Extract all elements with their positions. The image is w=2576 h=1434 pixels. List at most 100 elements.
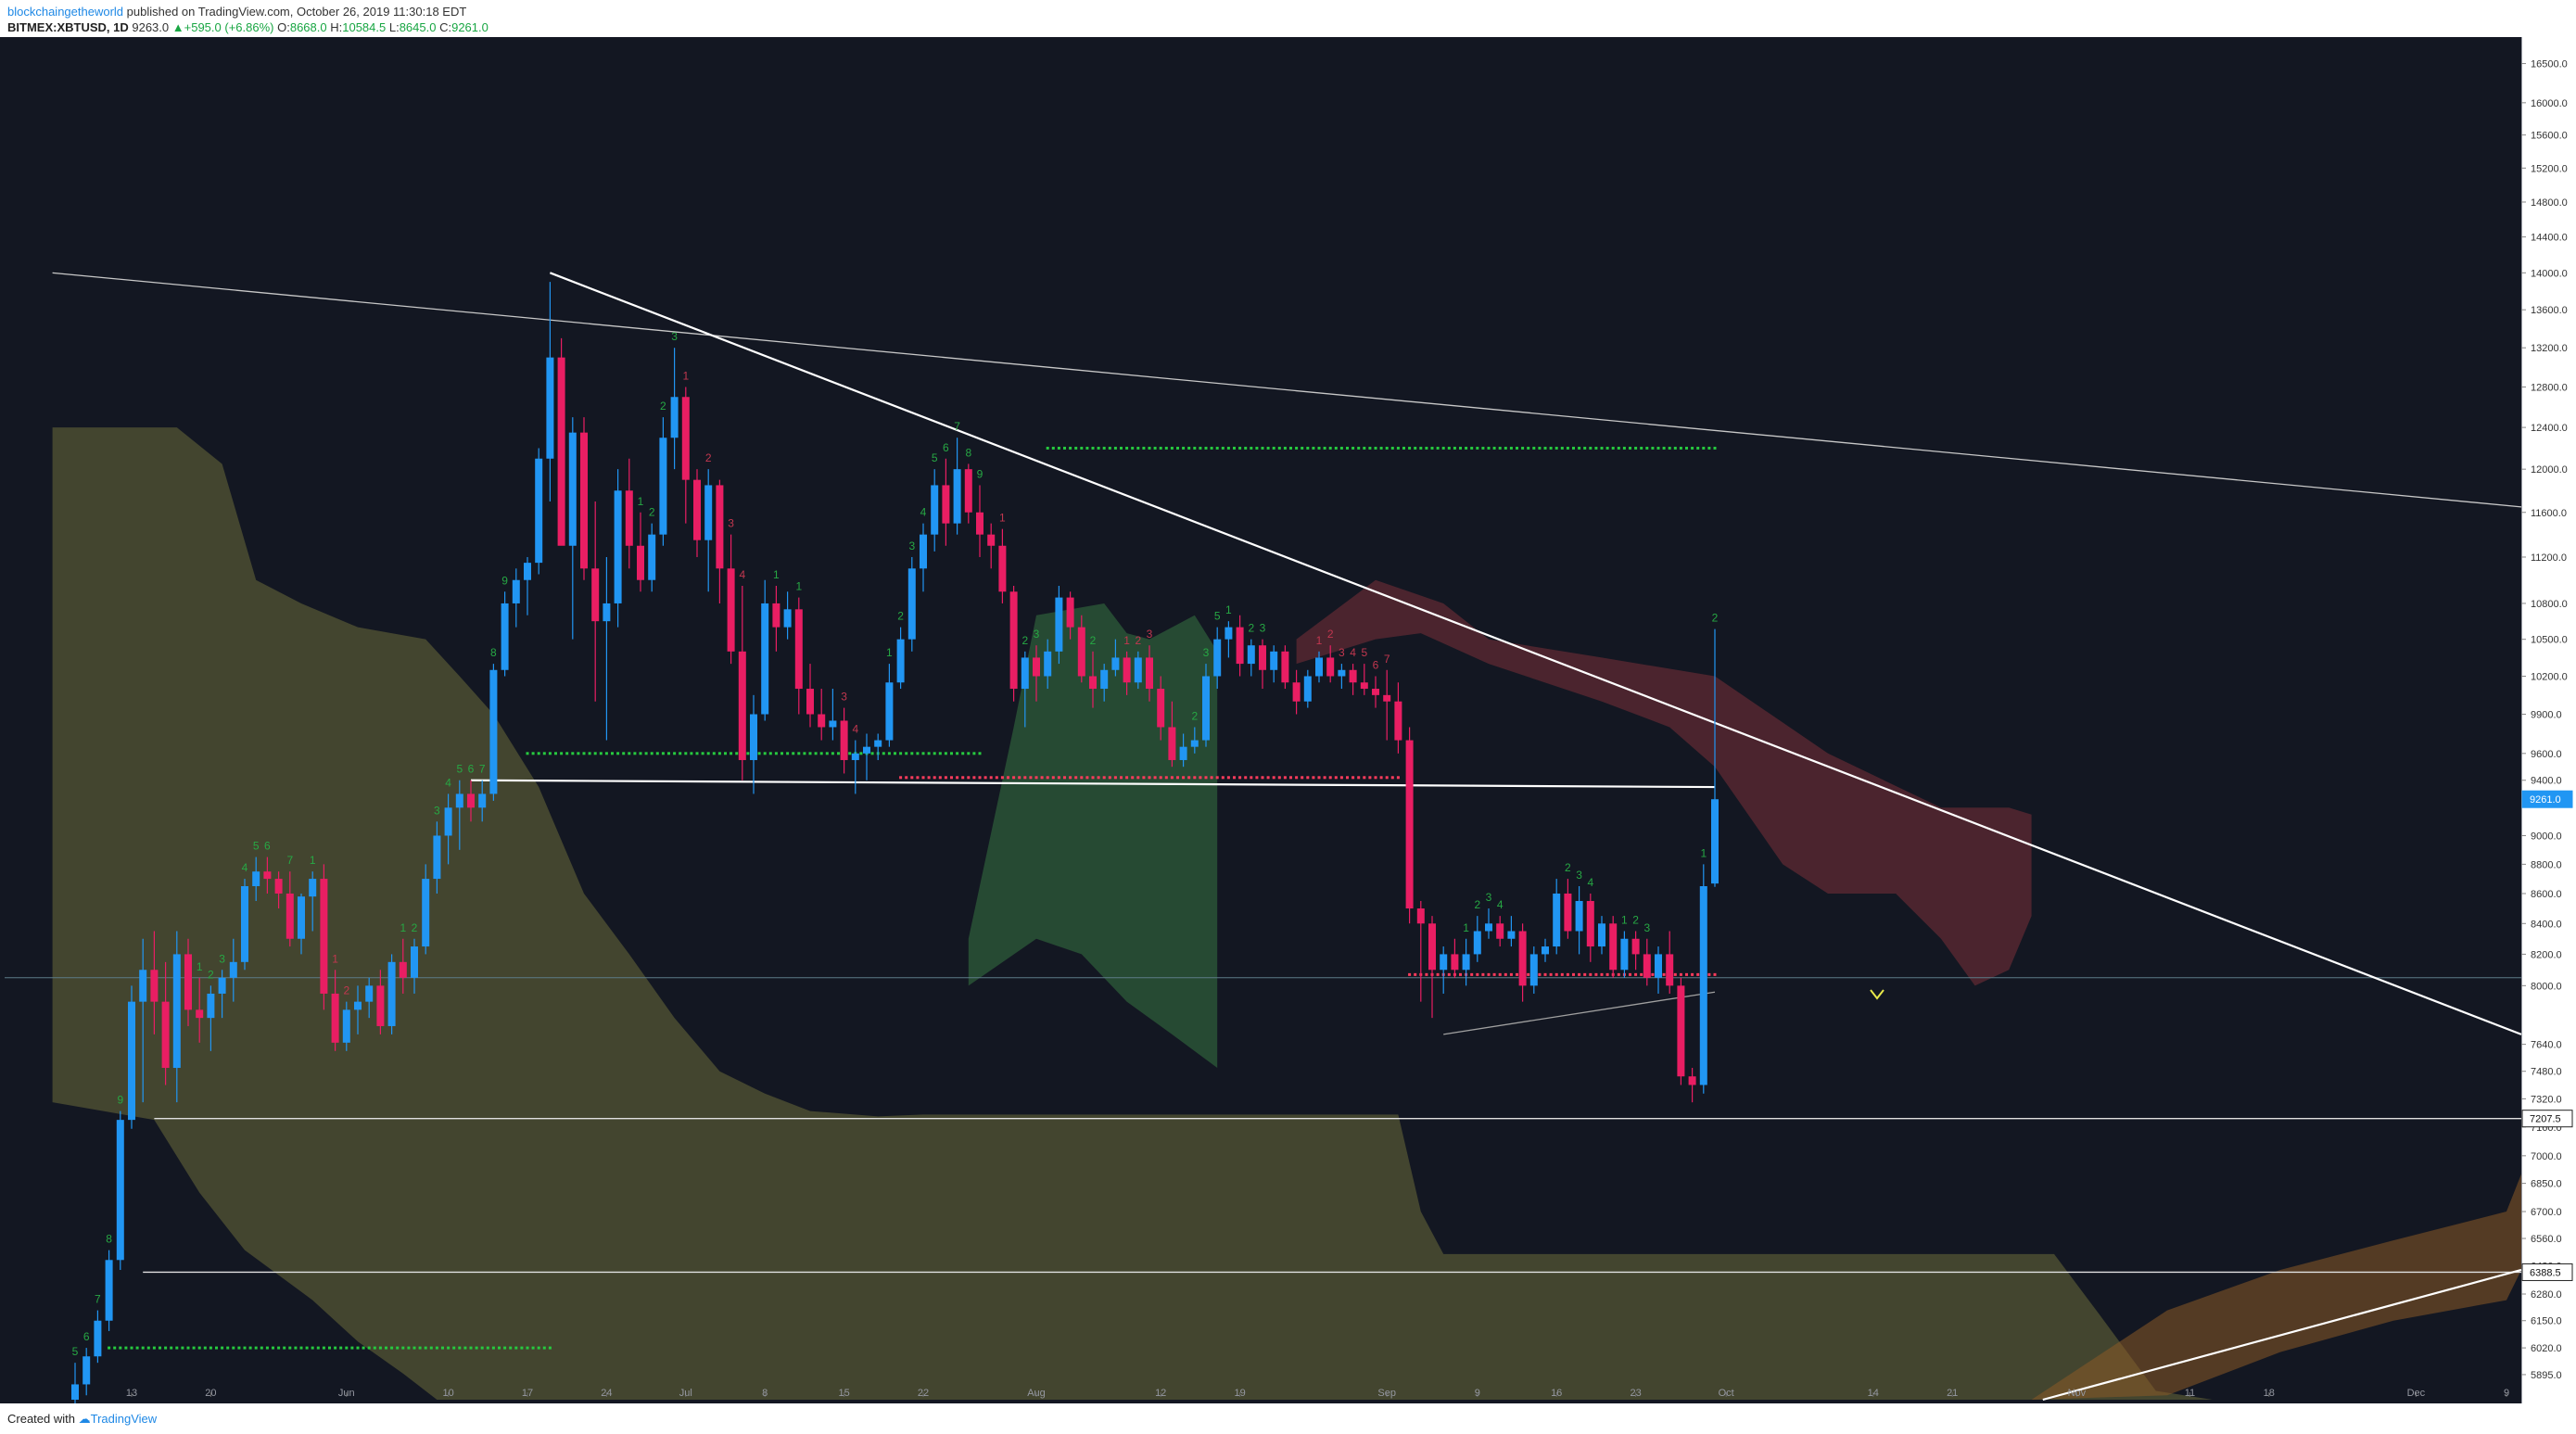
td-count-label: 3: [1643, 921, 1650, 934]
level-dot: [1283, 776, 1287, 780]
level-dot: [299, 1346, 303, 1350]
candlesticks[interactable]: [71, 282, 1719, 1403]
level-dot: [808, 752, 812, 755]
level-dot: [1289, 776, 1292, 780]
td-count-label: 6: [264, 840, 271, 853]
level-dot: [1465, 446, 1468, 450]
level-dot: [679, 752, 682, 755]
level-dot: [1430, 446, 1434, 450]
candle-body: [727, 568, 735, 652]
td-count-label: 5: [72, 1345, 79, 1358]
td-count-label: 9: [117, 1094, 123, 1107]
candle-body: [229, 961, 237, 978]
x-tick-label: 21: [1947, 1388, 1958, 1399]
tradingview-brand[interactable]: TradingView: [90, 1412, 158, 1426]
level-dot: [1057, 776, 1060, 780]
level-dot: [1453, 446, 1456, 450]
level-dot: [418, 1346, 422, 1350]
level-dot: [113, 1346, 117, 1350]
level-dot: [1080, 776, 1084, 780]
td-count-label: 5: [253, 840, 260, 853]
level-dot: [186, 1346, 190, 1350]
level-dot: [628, 752, 631, 755]
published-text: published on TradingView.com, October 26…: [126, 5, 467, 19]
level-dot: [396, 1346, 400, 1350]
level-dot: [944, 776, 947, 780]
level-dot: [1063, 776, 1066, 780]
candle-body: [603, 603, 611, 622]
y-tick-label: 9900.0: [2531, 710, 2562, 721]
td-count-label: 6: [468, 763, 475, 776]
level-dot: [385, 1346, 387, 1350]
level-dot: [1339, 446, 1343, 450]
level-dot: [509, 1346, 513, 1350]
candle-body: [1360, 682, 1368, 690]
td-count-label: 4: [1497, 898, 1504, 911]
candle-body: [885, 682, 894, 741]
level-dot: [684, 752, 688, 755]
time-axis[interactable]: 13 20 Jun 10 17 24 Jul 8 15 22 Aug 12 19 Sep 9 16 23 Oct 1…: [126, 1388, 2509, 1399]
level-dot: [1414, 446, 1417, 450]
td-count-label: 1: [773, 568, 780, 581]
candle-body: [840, 720, 848, 760]
candle-body: [1111, 657, 1120, 670]
y-tick-label: 10800.0: [2531, 599, 2568, 610]
level-dot: [1226, 446, 1230, 450]
candle-body: [670, 397, 679, 438]
td-count-label: 3: [908, 539, 915, 552]
level-dot: [786, 752, 790, 755]
level-dot: [1085, 776, 1089, 780]
level-dot: [1645, 446, 1649, 450]
level-dot: [463, 1346, 467, 1350]
td-count-label: 3: [1486, 891, 1492, 904]
candle-body: [161, 1001, 170, 1069]
level-dot: [894, 752, 896, 755]
level-dot: [1034, 776, 1038, 780]
candle-body: [207, 993, 215, 1019]
level-dot: [221, 1346, 224, 1350]
level-dot: [905, 752, 908, 755]
td-count-label: 3: [1147, 628, 1153, 641]
candle-body: [1394, 701, 1402, 741]
level-dot: [571, 752, 575, 755]
level-dot: [1578, 446, 1581, 450]
price-axis[interactable]: 16500.0 16000.0 15600.0 15200.0 14800.0 14400…: [2521, 59, 2568, 1381]
candle-body: [1553, 893, 1561, 947]
level-dot: [1583, 972, 1587, 976]
level-dot: [1085, 446, 1089, 450]
candle-body: [648, 534, 656, 580]
y-tick-label: 6020.0: [2531, 1343, 2562, 1354]
level-dot: [1301, 776, 1304, 780]
level-dot: [1560, 972, 1564, 976]
candle-body: [331, 993, 339, 1043]
candle-body: [535, 458, 543, 564]
level-dot: [1306, 446, 1310, 450]
y-tick-label: 11600.0: [2531, 508, 2567, 519]
level-dot: [141, 1346, 145, 1350]
level-dot: [1605, 446, 1609, 450]
level-dot: [514, 1346, 518, 1350]
level-dot: [611, 752, 614, 755]
candle-body: [196, 1009, 204, 1019]
level-dot: [1159, 776, 1162, 780]
level-dot: [1696, 446, 1700, 450]
x-tick-label: 17: [522, 1388, 533, 1399]
level-dot: [1651, 972, 1655, 976]
level-dot: [1379, 446, 1383, 450]
level-dot: [792, 752, 795, 755]
level-dot: [197, 1346, 201, 1350]
level-dot: [956, 776, 959, 780]
level-dot: [170, 1346, 173, 1350]
td-count-label: 2: [1191, 709, 1198, 722]
author-link[interactable]: blockchaingetheworld: [7, 5, 124, 19]
trendlines[interactable]: [5, 272, 2522, 1402]
level-dot: [1459, 446, 1462, 450]
level-dot: [1390, 446, 1394, 450]
level-dot: [780, 752, 783, 755]
level-dot: [1470, 446, 1474, 450]
level-dot: [1702, 446, 1706, 450]
level-dot: [1549, 446, 1553, 450]
level-dot: [1346, 776, 1349, 780]
level-dot: [424, 1346, 427, 1350]
